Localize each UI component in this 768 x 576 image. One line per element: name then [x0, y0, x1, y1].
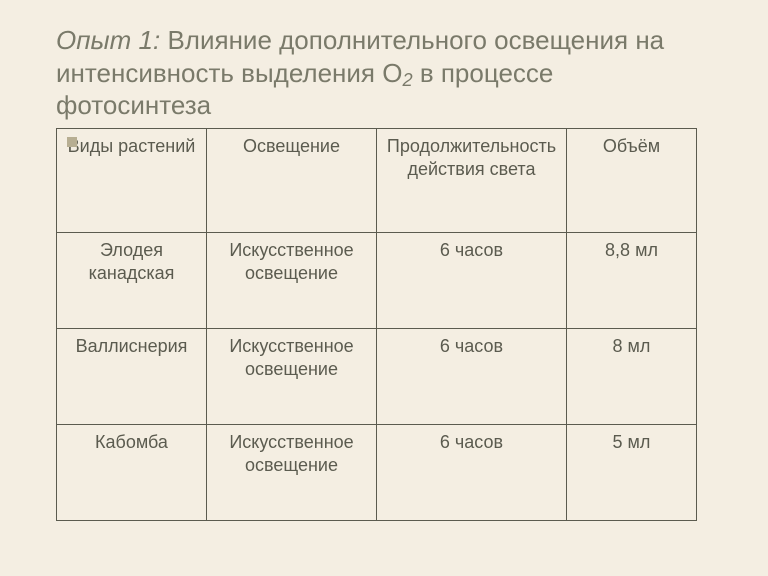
table-cell: Искусственное освещение: [207, 424, 377, 520]
table-cell: Искусственное освещение: [207, 328, 377, 424]
table-header-row: Виды растений Освещение Продолжительност…: [57, 128, 697, 232]
cell-text: Валлиснерия: [76, 336, 188, 356]
col-label: Виды растений: [68, 136, 196, 156]
table-row: Элодея канадская Искусственное освещение…: [57, 232, 697, 328]
bullet-icon: [67, 137, 77, 147]
cell-text: Кабомба: [95, 432, 168, 452]
table-header-cell: Объём: [567, 128, 697, 232]
cell-text: 6 часов: [440, 240, 503, 260]
table-header-cell: Освещение: [207, 128, 377, 232]
cell-text: 8 мл: [613, 336, 651, 356]
table-row: Кабомба Искусственное освещение 6 часов …: [57, 424, 697, 520]
table-header-cell: Виды растений: [57, 128, 207, 232]
table-cell: 5 мл: [567, 424, 697, 520]
cell-text: 6 часов: [440, 432, 503, 452]
cell-text: Искусственное освещение: [229, 336, 353, 379]
cell-text: 5 мл: [613, 432, 651, 452]
table-cell: 8,8 мл: [567, 232, 697, 328]
data-table: Виды растений Освещение Продолжительност…: [56, 128, 697, 521]
table-cell: Искусственное освещение: [207, 232, 377, 328]
cell-text: Искусственное освещение: [229, 240, 353, 283]
table-cell: Кабомба: [57, 424, 207, 520]
col-label: Объём: [603, 136, 660, 156]
table-cell: Валлиснерия: [57, 328, 207, 424]
cell-text: Элодея канадская: [89, 240, 175, 283]
table-cell: 8 мл: [567, 328, 697, 424]
table-cell: Элодея канадская: [57, 232, 207, 328]
table-cell: 6 часов: [377, 424, 567, 520]
table-header-cell: Продолжительность действия света: [377, 128, 567, 232]
title-subscript: 2: [402, 70, 412, 90]
cell-text: Искусственное освещение: [229, 432, 353, 475]
title-lead: Опыт 1:: [56, 25, 160, 55]
cell-text: 8,8 мл: [605, 240, 658, 260]
table-cell: 6 часов: [377, 328, 567, 424]
slide: Опыт 1: Влияние дополнительного освещени…: [0, 0, 768, 576]
cell-text: 6 часов: [440, 336, 503, 356]
col-label: Освещение: [243, 136, 340, 156]
slide-title: Опыт 1: Влияние дополнительного освещени…: [56, 24, 712, 122]
col-label: Продолжительность действия света: [387, 136, 556, 179]
table-cell: 6 часов: [377, 232, 567, 328]
table-row: Валлиснерия Искусственное освещение 6 ча…: [57, 328, 697, 424]
